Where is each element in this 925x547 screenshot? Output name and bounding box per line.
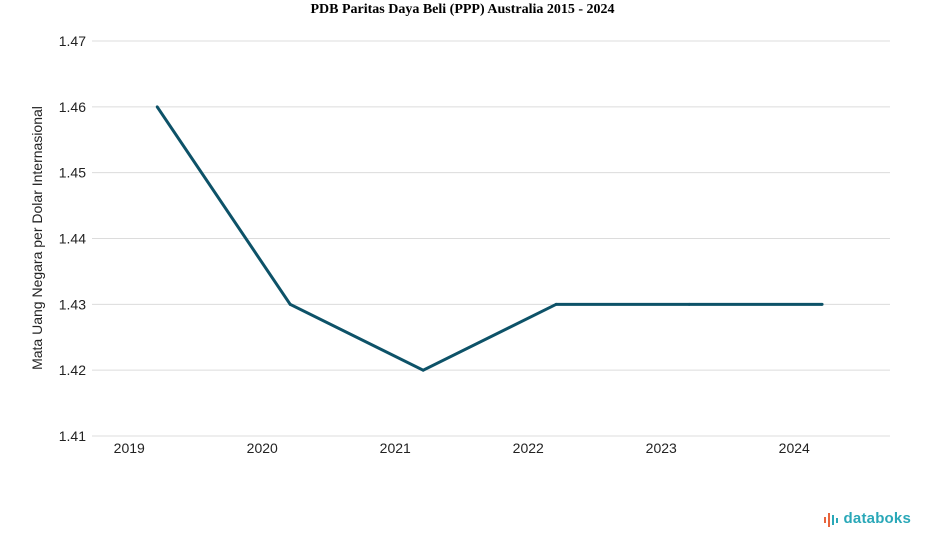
y-tick-label: 1.43 <box>59 296 86 312</box>
chart-title: PDB Paritas Daya Beli (PPP) Australia 20… <box>310 2 615 17</box>
y-tick-label: 1.45 <box>59 165 86 181</box>
data-point[interactable] <box>421 368 425 372</box>
y-tick-labels: 1.41 1.42 1.43 1.44 1.45 1.46 1.47 <box>59 33 86 444</box>
data-point[interactable] <box>687 302 691 306</box>
databoks-logo: databoks <box>823 510 911 527</box>
y-tick-label: 1.42 <box>59 362 86 378</box>
y-tick-label: 1.41 <box>59 428 86 444</box>
x-tick-label: 2024 <box>779 440 810 456</box>
x-tick-label: 2019 <box>114 440 145 456</box>
series-line <box>155 105 823 372</box>
x-tick-label: 2023 <box>646 440 677 456</box>
grid-lines <box>92 40 890 437</box>
y-tick-label: 1.44 <box>59 231 86 247</box>
y-tick-label: 1.46 <box>59 99 86 115</box>
data-point[interactable] <box>554 302 558 306</box>
x-tick-labels: 2019 2020 2021 2022 2023 2024 <box>114 440 810 456</box>
y-tick-label: 1.47 <box>59 33 86 49</box>
x-tick-label: 2022 <box>513 440 544 456</box>
data-point[interactable] <box>288 302 292 306</box>
x-tick-label: 2021 <box>380 440 411 456</box>
y-axis-label: Mata Uang Negara per Dolar Internasional <box>29 106 45 370</box>
data-point[interactable] <box>155 105 159 109</box>
brand-name: databoks <box>843 510 911 527</box>
data-point[interactable] <box>820 302 824 306</box>
bar-signal-icon <box>823 512 838 527</box>
series-group <box>155 105 824 372</box>
x-tick-label: 2020 <box>247 440 278 456</box>
